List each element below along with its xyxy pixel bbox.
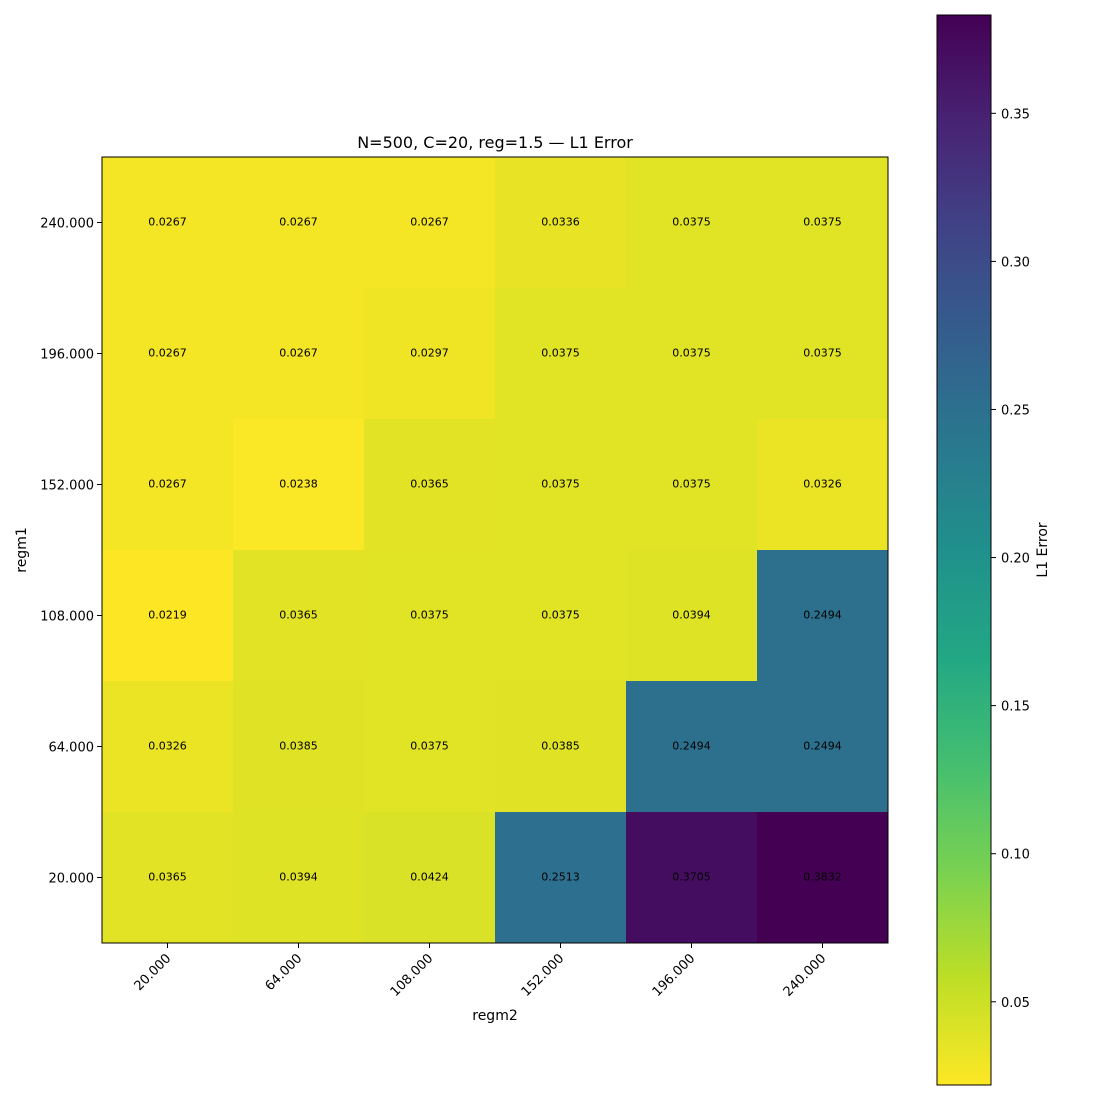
cell-value-label: 0.2494 [803,740,842,753]
cell-value-label: 0.0365 [279,609,318,622]
y-tick-label: 240.000 [40,217,94,232]
heatmap-cell [495,550,627,682]
cell-value-label: 0.3832 [803,871,842,884]
heatmap-cell [364,812,496,944]
x-axis-label: regm2 [472,1008,518,1024]
heatmap-cell [233,812,365,944]
cell-value-label: 0.2513 [541,871,580,884]
cell-value-label: 0.0326 [803,478,842,491]
heatmap-cell [364,550,496,682]
heatmap-cell [364,419,496,551]
chart-title: N=500, C=20, reg=1.5 — L1 Error [357,133,633,152]
colorbar-tick-label: 0.20 [1001,552,1030,567]
heatmap-cell [102,157,234,289]
heatmap-cell [364,157,496,289]
cell-value-label: 0.0375 [803,347,842,360]
cell-value-label: 0.0394 [672,609,711,622]
colorbar-ticks: 0.05 0.10 0.15 0.20 0.25 0.30 0.35 [991,107,1030,1011]
y-axis: 240.000 196.000 152.000 108.000 64.000 20.000 [40,217,102,887]
cell-value-label: 0.0424 [410,871,449,884]
heatmap-cell [495,812,627,944]
heatmap-cell [626,157,758,289]
cell-value-label: 0.0267 [148,478,187,491]
heatmap-cell [495,419,627,551]
cell-value-label: 0.0267 [148,216,187,229]
cell-value-label: 0.0385 [541,740,580,753]
cell-value-label: 0.0375 [803,216,842,229]
heatmap-cell [626,812,758,944]
y-tick-label: 20.000 [49,872,95,887]
colorbar-label: L1 Error [1035,522,1051,578]
heatmap-cell [233,681,365,813]
cell-value-label: 0.0394 [279,871,318,884]
y-axis-label: regm1 [14,527,30,573]
heatmap-cell-labels: 0.0267 0.0267 0.0267 0.0336 0.0375 0.0375 0.02… [148,216,842,884]
cell-value-label: 0.0267 [279,216,318,229]
heatmap-cell [626,419,758,551]
heatmap-cell [233,288,365,420]
cell-value-label: 0.0385 [279,740,318,753]
heatmap-cell [233,550,365,682]
heatmap-cell [495,681,627,813]
cell-value-label: 0.0219 [148,609,187,622]
cell-value-label: 0.0375 [672,216,711,229]
heatmap-cell [102,681,234,813]
y-tick-label: 152.000 [40,479,94,494]
cell-value-label: 0.0267 [279,347,318,360]
heatmap-cell [757,419,889,551]
heatmap-cell [757,681,889,813]
heatmap-cell [233,419,365,551]
cell-value-label: 0.2494 [672,740,711,753]
cell-value-label: 0.0375 [672,478,711,491]
heatmap-cells [102,157,889,944]
heatmap-cell [626,681,758,813]
heatmap-cell [626,550,758,682]
heatmap-cell [757,157,889,289]
colorbar-tick-label: 0.05 [1001,996,1030,1011]
heatmap-cell [757,812,889,944]
colorbar-tick-label: 0.15 [1001,700,1030,715]
cell-value-label: 0.0375 [541,478,580,491]
colorbar-tick-label: 0.30 [1001,255,1030,270]
heatmap-cell [495,288,627,420]
heatmap-cell [233,157,365,289]
cell-value-label: 0.0375 [410,740,449,753]
colorbar-tick-label: 0.35 [1001,107,1030,122]
heatmap-cell [757,550,889,682]
heatmap-cell [364,681,496,813]
cell-value-label: 0.0375 [541,609,580,622]
y-tick-label: 64.000 [49,741,95,756]
cell-value-label: 0.0375 [541,347,580,360]
y-tick-label: 196.000 [40,348,94,363]
cell-value-label: 0.0267 [410,216,449,229]
heatmap-cell [102,812,234,944]
cell-value-label: 0.0238 [279,478,318,491]
colorbar-tick-label: 0.10 [1001,848,1030,863]
cell-value-label: 0.2494 [803,609,842,622]
colorbar-tick-label: 0.25 [1001,403,1030,418]
cell-value-label: 0.0326 [148,740,187,753]
cell-value-label: 0.0297 [410,347,449,360]
cell-value-label: 0.0375 [672,347,711,360]
heatmap-cell [495,157,627,289]
y-tick-label: 108.000 [40,610,94,625]
cell-value-label: 0.0375 [410,609,449,622]
cell-value-label: 0.3705 [672,871,711,884]
heatmap-cell [102,419,234,551]
heatmap-cell [102,550,234,682]
heatmap-cell [626,288,758,420]
plot-frame [101,156,889,944]
heatmap-cell [757,288,889,420]
cell-value-label: 0.0336 [541,216,580,229]
cell-value-label: 0.0365 [410,478,449,491]
heatmap-cell [364,288,496,420]
cell-value-label: 0.0267 [148,347,187,360]
colorbar [936,14,992,1086]
heatmap-cell [102,288,234,420]
cell-value-label: 0.0365 [148,871,187,884]
